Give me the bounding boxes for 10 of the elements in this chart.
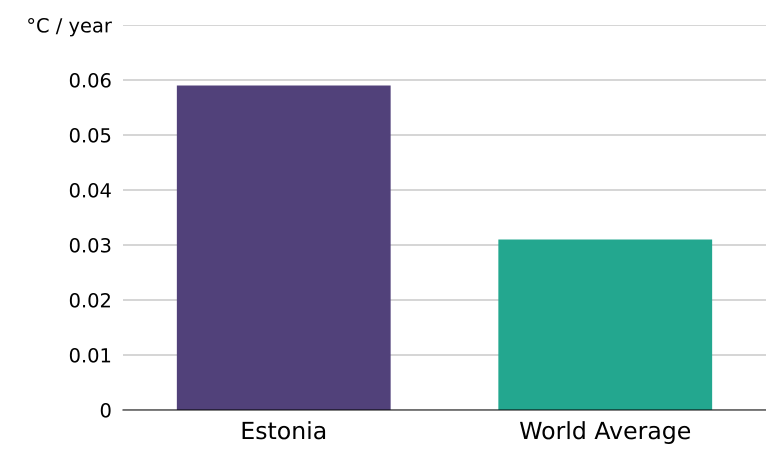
y-tick-label: 0.03: [70, 238, 110, 253]
x-tick-label: World Average: [520, 421, 690, 444]
x-tick-label: Estonia: [242, 421, 326, 440]
y-tick-label: 0.01: [70, 348, 110, 363]
y-tick-label: 0.06: [70, 72, 111, 88]
y-tick-label: 0.05: [70, 128, 110, 143]
y-tick-label: °C / year: [28, 18, 112, 36]
y-tick-label: 0.04: [70, 182, 111, 198]
y-tick-label: 0: [100, 402, 111, 418]
y-tick-label: 0.02: [70, 292, 110, 308]
